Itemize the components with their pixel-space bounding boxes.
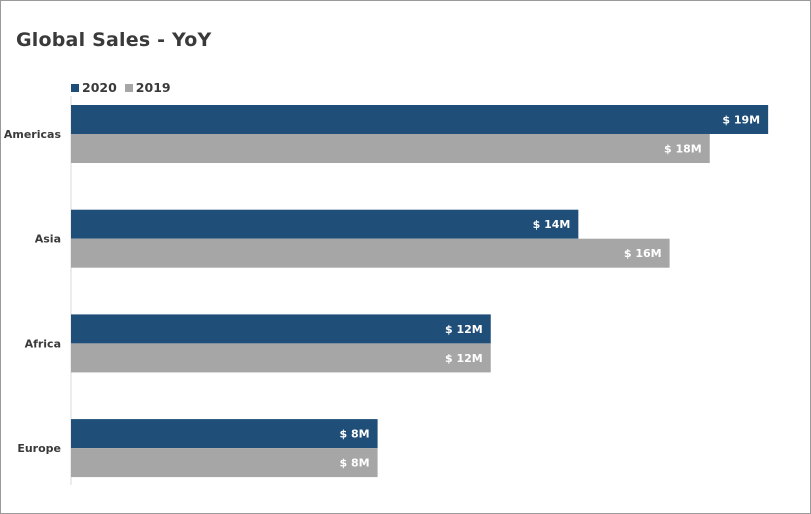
bar-2020-asia [71, 209, 579, 239]
bar-2019-americas [71, 134, 710, 163]
legend-item-2019: 2019 [124, 80, 171, 95]
bar-2019-africa [71, 343, 491, 373]
bar-label-2020-europe: $ 8M [340, 428, 370, 441]
legend-swatch-2020 [71, 83, 79, 92]
legend-label-2019: 2019 [135, 80, 171, 95]
bar-2020-europe [71, 419, 378, 449]
legend: 2020 2019 [71, 80, 171, 95]
bar-label-2020-asia: $ 14M [533, 218, 571, 231]
bar-label-2019-europe: $ 8M [340, 457, 370, 470]
bar-label-2020-africa: $ 12M [445, 323, 483, 336]
bar-label-2019-asia: $ 16M [624, 247, 662, 260]
legend-label-2020: 2020 [82, 80, 117, 95]
bar-2019-europe [71, 448, 378, 478]
chart-title: Global Sales - YoY [16, 29, 212, 51]
category-label-americas: Americas [4, 128, 62, 141]
bar-2019-asia [71, 238, 670, 268]
category-label-asia: Asia [35, 233, 61, 246]
bar-2020-americas [71, 105, 769, 134]
legend-item-2020: 2020 [71, 80, 117, 95]
category-label-europe: Europe [17, 442, 61, 455]
bar-label-2019-americas: $ 18M [664, 143, 702, 156]
bar-2020-africa [71, 314, 491, 344]
bar-label-2019-africa: $ 12M [445, 352, 483, 365]
category-label-africa: Africa [25, 337, 61, 350]
legend-swatch-2019 [124, 83, 133, 92]
bar-label-2020-americas: $ 19M [722, 114, 760, 127]
